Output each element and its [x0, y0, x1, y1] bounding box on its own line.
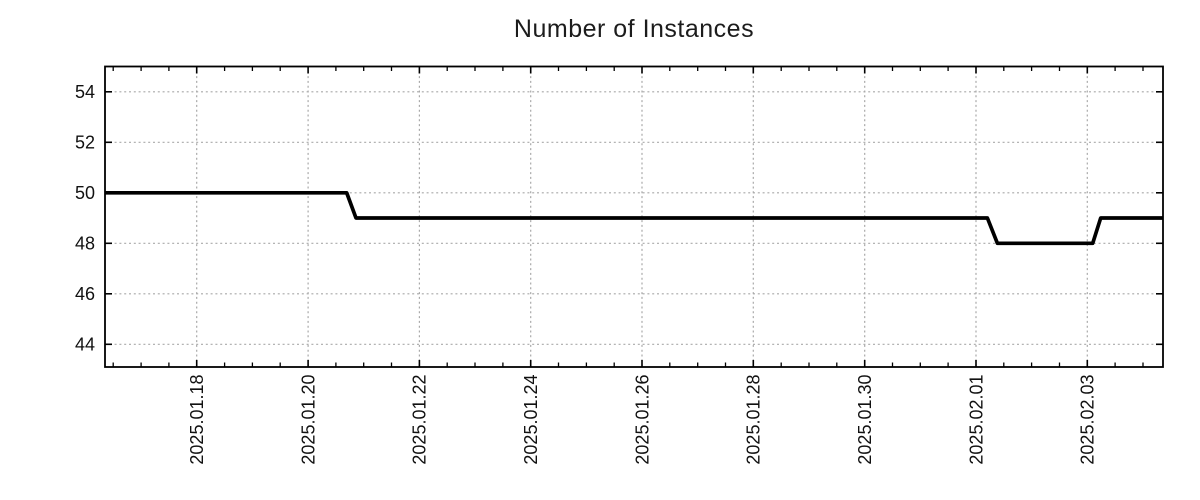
y-tick-label: 44 [75, 335, 95, 355]
y-tick-label: 52 [75, 133, 95, 153]
y-tick-labels: 44 46 48 50 52 54 [75, 82, 95, 354]
x-tick-label: 2025.01.28 [744, 375, 764, 465]
x-tick-label: 2025.01.30 [855, 375, 875, 465]
y-gridlines [105, 91, 1163, 345]
y-tick-label: 46 [75, 284, 95, 304]
y-tick-label: 54 [75, 82, 95, 102]
x-tick-label: 2025.01.24 [521, 375, 541, 465]
x-tick-label: 2025.02.03 [1078, 375, 1098, 465]
x-tick-label: 2025.01.26 [632, 375, 652, 465]
series-instances-line [105, 190, 1163, 246]
x-tick-label: 2025.02.01 [966, 375, 986, 465]
x-tick-label: 2025.01.22 [410, 375, 430, 465]
chart-title: Number of Instances [513, 15, 755, 43]
x-tick-label: 2025.01.20 [298, 375, 318, 465]
y-tick-label: 50 [75, 183, 95, 203]
x-tick-label: 2025.01.18 [187, 375, 207, 465]
y-tick-label: 48 [75, 234, 95, 254]
x-tick-labels: 2025.01.18 2025.01.20 2025.01.22 2025.01.24… [187, 375, 1098, 465]
